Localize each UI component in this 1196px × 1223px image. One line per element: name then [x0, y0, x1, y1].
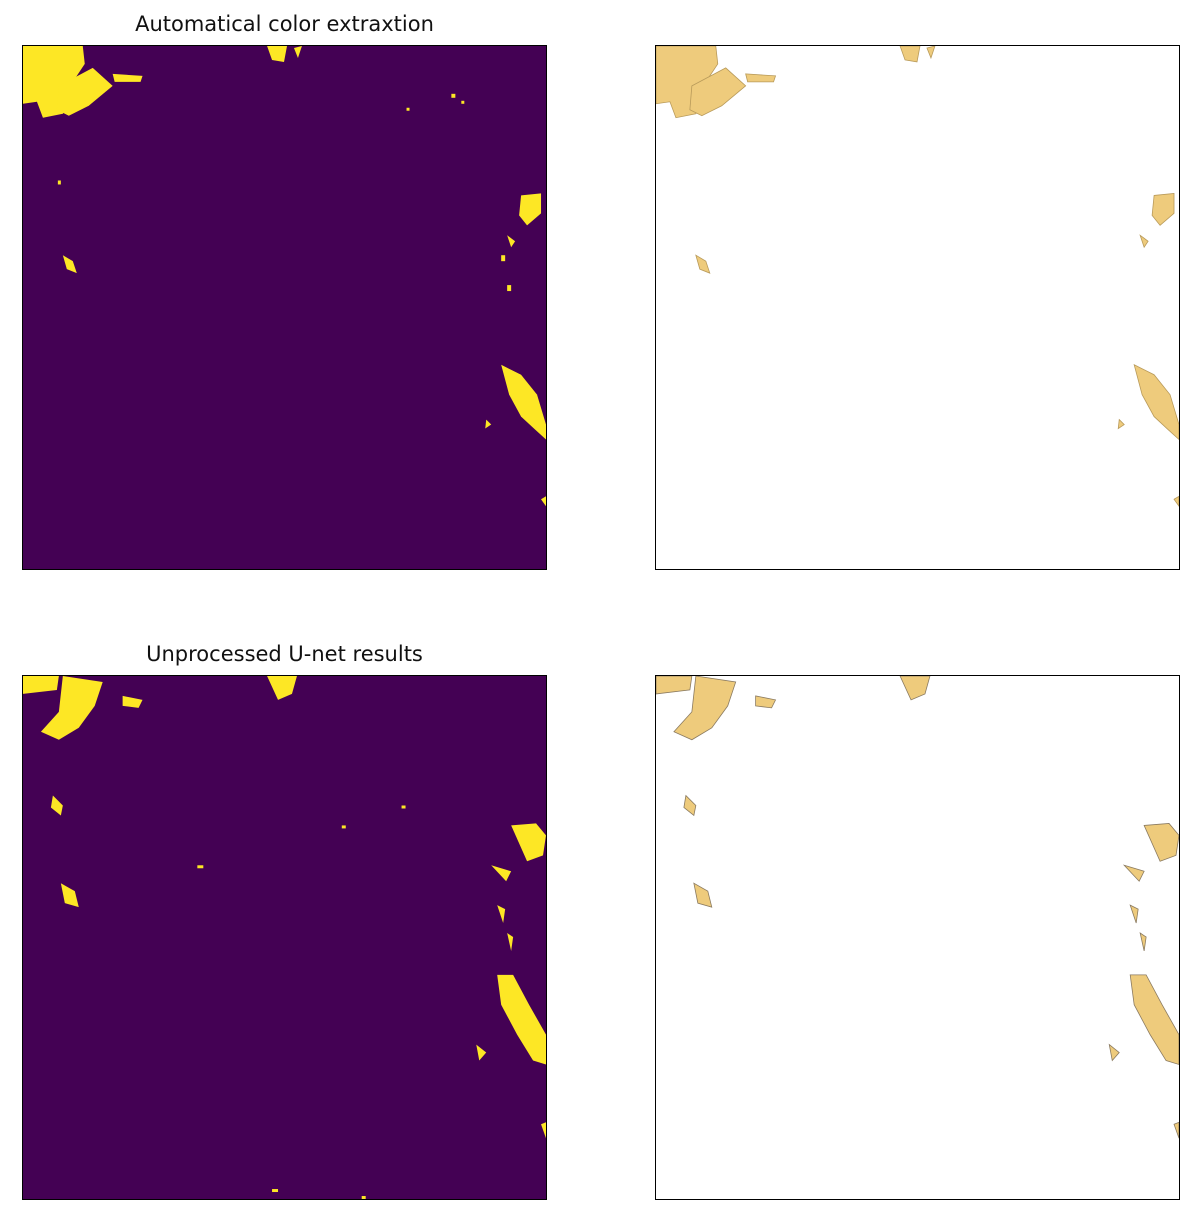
mask-bottom-region-12 — [541, 1122, 546, 1139]
overlay-bottom-region-6 — [1143, 823, 1179, 862]
mask-top-region-8 — [501, 364, 546, 440]
mask-bottom-region-4 — [50, 795, 63, 816]
mask-bottom-region-11 — [476, 1044, 487, 1061]
mask-top-region-5 — [62, 255, 77, 274]
mask-top-region-1 — [56, 67, 113, 116]
overlay-top-region-10 — [1173, 495, 1179, 507]
mask-top-region-9 — [485, 419, 492, 429]
overlay-top-region-8 — [1133, 364, 1179, 441]
mask-bottom-region-16 — [272, 1189, 279, 1193]
overlay-top-region-4 — [926, 46, 936, 60]
overlay-bottom-region-7 — [1122, 864, 1145, 882]
mask-panel-top — [22, 45, 547, 570]
mask-bottom-region-3 — [267, 676, 297, 700]
mask-bottom-region-7 — [491, 865, 512, 882]
overlay-top-region-1 — [689, 67, 747, 117]
overlay-image-bottom — [656, 676, 1179, 1199]
mask-top-region-16 — [57, 180, 61, 185]
overlay-top-region-6 — [1151, 192, 1175, 226]
overlay-top-region-3 — [899, 46, 921, 63]
mask-image-bottom — [23, 676, 546, 1199]
overlay-bottom-region-1 — [673, 676, 737, 741]
overlay-panel-top — [655, 45, 1180, 570]
mask-top-region-11 — [406, 107, 410, 111]
panel-title-bottom: Unprocessed U-net results — [146, 642, 423, 666]
mask-bottom-region-14 — [401, 805, 406, 809]
mask-top-region-4 — [293, 46, 302, 58]
mask-image-top — [23, 46, 546, 569]
mask-bottom-region-13 — [341, 825, 346, 829]
mask-bottom-region-8 — [497, 905, 506, 924]
overlay-bottom-region-11 — [1108, 1043, 1120, 1062]
mask-top-region-12 — [451, 93, 456, 98]
panel-title-top: Automatical color extraxtion — [135, 12, 434, 36]
overlay-top-region-9 — [1117, 418, 1125, 430]
overlay-image-top — [656, 46, 1179, 569]
overlay-bottom-region-2 — [755, 695, 777, 709]
mask-top-region-10 — [541, 496, 546, 507]
mask-top-region-13 — [461, 100, 465, 104]
mask-bottom-region-2 — [122, 695, 143, 708]
mask-bottom-region-15 — [197, 865, 204, 869]
overlay-bottom-region-0 — [656, 676, 693, 695]
mask-panel-bottom — [22, 675, 547, 1200]
overlay-bottom-region-5 — [693, 882, 713, 908]
mask-bottom-region-5 — [60, 883, 79, 908]
mask-bottom-region-1 — [40, 676, 103, 740]
mask-top-region-15 — [507, 285, 512, 292]
overlay-top-region-2 — [745, 73, 777, 83]
overlay-top-region-7 — [1139, 234, 1149, 249]
overlay-bottom-region-9 — [1139, 932, 1147, 952]
overlay-bottom-region-4 — [683, 794, 697, 817]
overlay-bottom-region-3 — [899, 676, 931, 701]
mask-bottom-region-17 — [361, 1196, 366, 1199]
mask-bottom-region-9 — [507, 933, 514, 951]
mask-bottom-region-0 — [23, 676, 59, 694]
mask-bottom-region-10 — [497, 974, 546, 1065]
mask-bottom-region-6 — [511, 823, 546, 862]
overlay-panel-bottom — [655, 675, 1180, 1200]
overlay-bottom-region-10 — [1129, 974, 1179, 1065]
mask-top-region-3 — [267, 46, 287, 62]
overlay-top-region-5 — [695, 254, 711, 274]
mask-top-region-2 — [112, 73, 143, 82]
mask-top-region-6 — [519, 193, 542, 226]
mask-top-region-14 — [501, 255, 506, 262]
overlay-bottom-region-12 — [1173, 1121, 1179, 1139]
overlay-bottom-region-8 — [1129, 904, 1139, 924]
